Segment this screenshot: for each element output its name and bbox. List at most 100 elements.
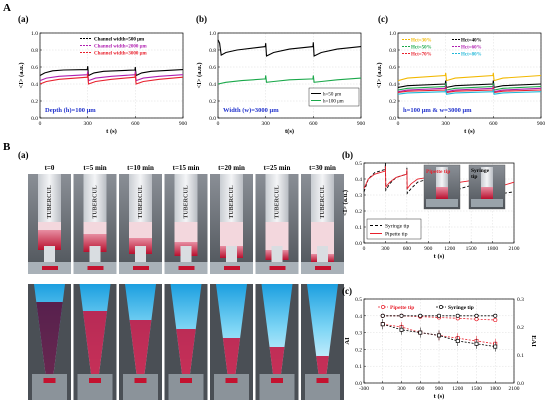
- y-tick-label: 0.4: [31, 82, 38, 88]
- x-tick-label: -300: [359, 386, 369, 392]
- x-tick-label: 300: [381, 246, 390, 252]
- pipette-tip-glow: [261, 284, 293, 374]
- chart-Bb: (b) 0.0 0.1 0.2 0.3 0.4 0.5 0 300 600 900 1200 1500 1…: [342, 150, 520, 260]
- time-labels: t=0 t=5 min t=10 min t=15 min t=20 min t=25 m…: [45, 164, 336, 172]
- legend-entry: Syringe tip: [448, 305, 474, 311]
- chart-Aa: (a) 0.0 0.2 0.4 0.6 0.8 1.0 0 300 600 900 t (s) <I> …: [18, 14, 187, 135]
- syringe-outlet-blood: [133, 266, 149, 270]
- sub-label-Ba: (a): [18, 150, 29, 160]
- inset-blood: [481, 187, 493, 199]
- pipette-tip-glow: [307, 284, 338, 374]
- pipette-outlet-blood: [180, 378, 192, 383]
- y-tick-label: 0.1: [355, 364, 362, 370]
- x-tick-label: 600: [403, 246, 412, 252]
- x-tick-label: 0: [39, 121, 42, 127]
- y-tick-label: 0.3: [355, 193, 362, 199]
- y-tick-label: 1.0: [389, 31, 396, 37]
- sub-label-Ac: (c): [378, 14, 388, 24]
- y-right-tick-label: 0.0: [517, 381, 524, 387]
- chart-Bc: (c) 0.0 0.1 0.2 0.3 0.4 0.5 -300 0 300 600 900 1200 1…: [342, 286, 537, 400]
- pipette-blood: [176, 329, 196, 374]
- series-line-h-50-m: [217, 39, 362, 57]
- time-label: t=0: [45, 164, 55, 172]
- legend-marker: [381, 305, 385, 309]
- syringe-print: TUBERCUL: [138, 185, 144, 218]
- series-line-channel-width-2000-m: [39, 71, 184, 82]
- pipette-blood: [269, 347, 285, 374]
- syringe-tip: [180, 246, 192, 262]
- x-tick-label: 600: [416, 386, 425, 392]
- y-tick-label: 0.8: [209, 48, 216, 54]
- y-tick-label: 0.2: [31, 99, 38, 105]
- data-point: [493, 317, 498, 323]
- y-tick-label: 0.8: [389, 48, 396, 54]
- syringe-photo-row: TUBERCUL TUBERCUL TUBERCUL TUBERCUL TUBERCUL…: [28, 174, 344, 274]
- sub-label-Ab: (b): [196, 14, 207, 24]
- syringe-tip: [89, 246, 101, 262]
- chart-Ab: (b) 0.0 0.2 0.4 0.6 0.8 1.0 0 300 600 900 t(s) <I> (…: [196, 14, 365, 135]
- y-tick-label: 0.2: [209, 99, 216, 105]
- inset-label-syringe-tip: tip: [471, 174, 477, 180]
- plot-frame: [363, 162, 515, 244]
- legend-entry: Hct=30%: [411, 39, 432, 44]
- y-axis-label: <I> (a.u.): [376, 62, 383, 88]
- pipette-base: [77, 374, 113, 400]
- x-tick-label: 900: [357, 121, 366, 127]
- data-point: [399, 313, 404, 318]
- series-line-hct-30-: [397, 72, 542, 82]
- syringe-print: TUBERCUL: [184, 185, 190, 218]
- y-tick-label: 0.0: [209, 116, 216, 122]
- legend-entry: Channel width=500 μm: [94, 38, 145, 43]
- syringe-plasma: [174, 222, 198, 242]
- y-tick-label: 1.0: [31, 31, 38, 37]
- pipette-base: [168, 374, 204, 400]
- data-point: [474, 317, 479, 322]
- y-axis-label-left: AI: [344, 337, 351, 345]
- pipette-tip-glow: [216, 284, 247, 374]
- y-axis-label: <I> (a.u.): [196, 62, 203, 88]
- inset-label-pipette: Pipette tip: [426, 169, 450, 175]
- y-tick-label: 0.3: [355, 331, 362, 337]
- time-label: t=15 min: [173, 164, 200, 172]
- syringe-outlet-blood: [269, 266, 286, 270]
- x-tick-label: 1500: [466, 246, 477, 252]
- series-line-hct-50-: [397, 83, 542, 91]
- x-tick-label: 300: [442, 121, 451, 127]
- data-point: [380, 322, 385, 327]
- y-tick-label: 0.4: [209, 82, 216, 88]
- annotation-text: Depth (h)=100 μm: [45, 107, 96, 114]
- legend-entry: Hct=70%: [411, 53, 432, 58]
- syringe-print: TUBERCUL: [229, 185, 235, 218]
- y-right-tick-label: 0.2: [517, 325, 524, 331]
- y-tick-label: 0.0: [389, 116, 396, 122]
- syringe-tip: [135, 246, 146, 262]
- pipette-blood: [129, 320, 152, 374]
- x-axis-label: t (s): [434, 393, 445, 400]
- syringe-plasma: [38, 222, 61, 230]
- data-point: [437, 333, 441, 338]
- x-tick-label: 600: [309, 121, 318, 127]
- syringe-plasma: [311, 222, 334, 254]
- syringe-tip: [271, 246, 283, 262]
- syringe-outlet-blood: [178, 266, 195, 270]
- photo-panel-Ba: (a) t=0 t=5 min t=10 min t=15 min t=20 min t=…: [18, 150, 344, 400]
- panel-label-A: A: [3, 2, 11, 14]
- syringe-outlet-blood: [315, 266, 331, 270]
- x-tick-label: 0: [217, 121, 220, 127]
- syringe-tip: [226, 246, 237, 262]
- y-axis-label: <I> (a.u.): [342, 190, 349, 216]
- y-right-tick-label: 0.3: [517, 297, 524, 303]
- pipette-outlet-blood: [43, 378, 56, 383]
- inset-base: [471, 199, 503, 207]
- inset-base: [426, 199, 458, 207]
- x-axis-label: t(s): [285, 128, 294, 135]
- data-point: [418, 313, 423, 318]
- y-tick-label: 0.5: [355, 161, 362, 167]
- y-right-tick-label: 0.1: [517, 353, 524, 359]
- time-label: t=20 min: [218, 164, 245, 172]
- y-tick-label: 0.4: [355, 314, 362, 320]
- sub-label-Aa: (a): [18, 14, 29, 24]
- y-tick-label: 0.2: [355, 347, 362, 353]
- syringe-outlet-blood: [224, 266, 240, 270]
